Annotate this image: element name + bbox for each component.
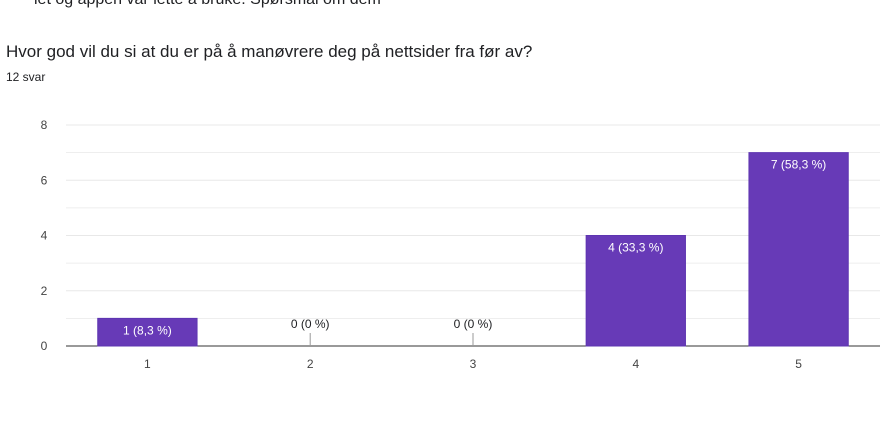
x-tick-label: 3 <box>470 357 477 371</box>
y-tick-label: 6 <box>41 173 48 187</box>
y-tick-label: 4 <box>41 229 48 243</box>
bar <box>748 152 849 347</box>
x-tick-label: 1 <box>144 357 151 371</box>
y-tick-label: 8 <box>41 118 48 132</box>
cut-off-question-text: iet og appen var lette å bruke. Spørsmål… <box>34 0 381 9</box>
data-label: 1 (8,3 %) <box>123 323 172 337</box>
x-tick-label: 5 <box>795 357 802 371</box>
bar <box>585 235 686 347</box>
bar <box>97 317 198 347</box>
y-tick-label: 2 <box>41 284 48 298</box>
question-title: Hvor god vil du si at du er på å manøvre… <box>6 42 533 61</box>
grid-lines <box>66 124 880 319</box>
bars <box>97 152 849 347</box>
y-tick-label: 0 <box>41 339 48 353</box>
data-label: 0 (0 %) <box>454 317 493 331</box>
response-count: 12 svar <box>6 70 46 84</box>
data-label: 4 (33,3 %) <box>608 241 663 255</box>
data-label: 7 (58,3 %) <box>771 158 826 172</box>
data-label: 0 (0 %) <box>291 317 330 331</box>
x-tick-label: 2 <box>307 357 314 371</box>
x-tick-label: 4 <box>632 357 639 371</box>
data-labels: 1 (8,3 %) 0 (0 %) 0 (0 %) 4 (33,3 %) 7 (58,3… <box>123 158 826 346</box>
